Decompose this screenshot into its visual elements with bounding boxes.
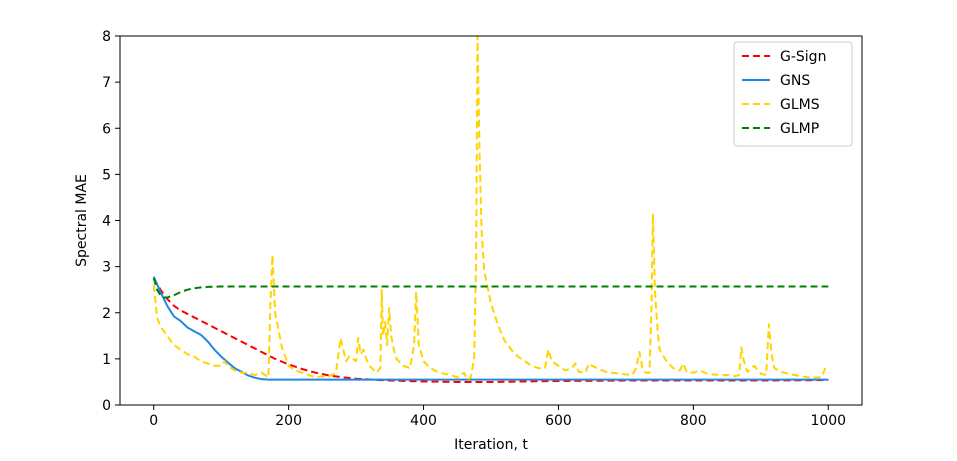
y-tick-label: 8 xyxy=(102,29,111,45)
y-tick-label: 2 xyxy=(102,306,111,322)
y-axis-label: Spectral MAE xyxy=(74,174,90,267)
legend: G-Sign GNS GLMS GLMP xyxy=(733,41,853,147)
x-tick-label: 1000 xyxy=(810,413,846,429)
legend-box xyxy=(733,41,853,147)
y-tick-label: 0 xyxy=(102,398,111,414)
x-axis: 0 200 400 600 800 1000 xyxy=(149,405,846,429)
series-line-g-sign xyxy=(152,277,829,383)
y-tick-label: 5 xyxy=(102,167,111,183)
y-tick-label: 6 xyxy=(102,121,111,137)
y-axis: 0 1 2 3 4 5 6 7 8 xyxy=(102,29,120,414)
y-tick-label: 1 xyxy=(102,352,111,368)
series-line-gns xyxy=(152,276,829,381)
x-axis-label: Iteration, t xyxy=(454,437,528,453)
legend-label: GLMP xyxy=(780,121,819,137)
series-line-glmp xyxy=(152,277,829,299)
y-tick-label: 7 xyxy=(102,75,111,91)
legend-label: G-Sign xyxy=(780,49,826,65)
x-tick-label: 400 xyxy=(410,413,437,429)
x-tick-label: 600 xyxy=(545,413,572,429)
y-tick-label: 4 xyxy=(102,214,111,230)
series-layer xyxy=(152,36,830,383)
y-tick-label: 3 xyxy=(102,260,111,276)
x-tick-label: 800 xyxy=(680,413,707,429)
series-line-glms xyxy=(152,36,830,381)
x-tick-label: 0 xyxy=(149,413,158,429)
x-tick-label: 200 xyxy=(275,413,302,429)
legend-label: GNS xyxy=(780,73,810,89)
legend-label: GLMS xyxy=(780,97,820,113)
